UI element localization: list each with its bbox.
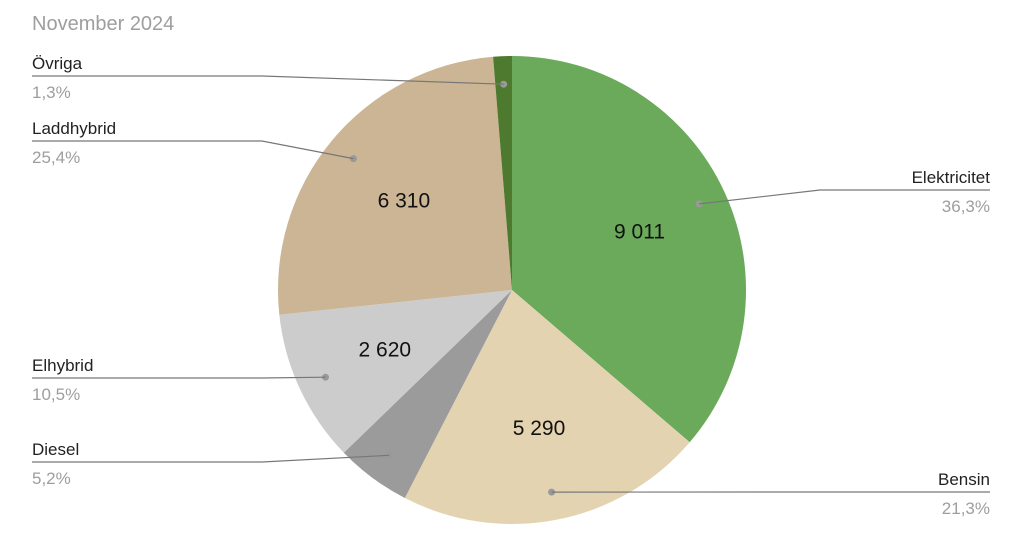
percent-label-elektricitet: 36,3% <box>942 197 990 216</box>
pie-slice-ovriga <box>493 56 512 290</box>
pie-slice-elektricitet <box>512 56 747 443</box>
category-label-laddhybrid: Laddhybrid <box>32 119 116 138</box>
leader-line-elhybrid <box>32 376 326 379</box>
category-label-elhybrid: Elhybrid <box>32 356 93 375</box>
category-label-diesel: Diesel <box>32 440 79 459</box>
percent-label-ovriga: 1,3% <box>32 83 71 102</box>
category-label-elektricitet: Elektricitet <box>912 168 991 187</box>
percent-label-bensin: 21,3% <box>942 499 990 518</box>
leader-line-ovriga <box>32 75 504 85</box>
percent-label-laddhybrid: 25,4% <box>32 148 80 167</box>
percent-label-elhybrid: 10,5% <box>32 385 80 404</box>
leader-line-laddhybrid <box>32 140 354 160</box>
percent-label-diesel: 5,2% <box>32 469 71 488</box>
pie-slice-elhybrid <box>279 290 512 453</box>
slice-labels: 9 011 Elektricitet 36,3% 5 290 Bensin 21,3% Di… <box>32 54 990 518</box>
pie-slice-bensin <box>404 290 690 525</box>
value-label-elektricitet: 9 011 <box>614 220 665 243</box>
category-label-bensin: Bensin <box>938 470 990 489</box>
leader-lines <box>32 75 990 496</box>
leader-line-elektricitet <box>699 189 990 205</box>
chart-title: November 2024 <box>32 13 174 35</box>
value-label-laddhybrid: 6 310 <box>378 189 431 212</box>
value-label-elhybrid: 2 620 <box>359 339 412 362</box>
pie-slices <box>278 56 747 525</box>
category-label-ovriga: Övriga <box>32 54 83 73</box>
value-label-bensin: 5 290 <box>513 417 566 440</box>
pie-slice-laddhybrid <box>278 56 512 315</box>
leader-line-diesel <box>32 454 390 463</box>
pie-slice-diesel <box>343 290 512 499</box>
